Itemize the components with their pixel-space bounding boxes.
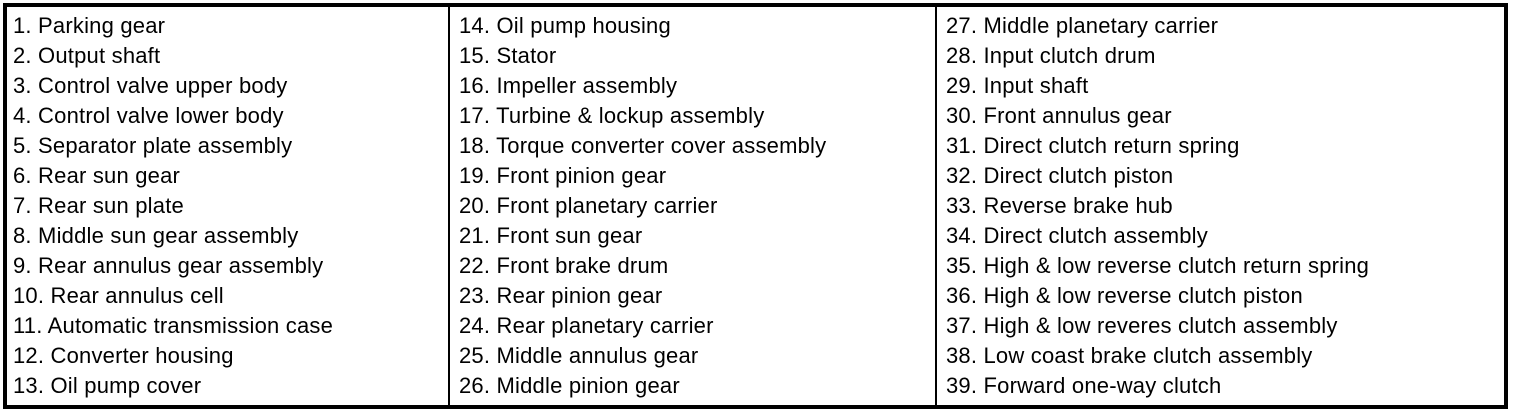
list-item: 15. Stator	[459, 43, 557, 68]
list-item: 13. Oil pump cover	[13, 373, 202, 398]
list-item: 38. Low coast brake clutch assembly	[946, 343, 1313, 368]
list-item: 33. Reverse brake hub	[946, 193, 1173, 218]
list-item: 1. Parking gear	[13, 13, 166, 38]
list-item: 34. Direct clutch assembly	[946, 223, 1208, 248]
list-item: 23. Rear pinion gear	[459, 283, 663, 308]
list-item: 21. Front sun gear	[459, 223, 643, 248]
list-item: 16. Impeller assembly	[459, 73, 678, 98]
legend-column-3: 27. Middle planetary carrier 28. Input c…	[937, 7, 1504, 405]
list-item: 9. Rear annulus gear assembly	[13, 253, 324, 278]
list-item: 2. Output shaft	[13, 43, 161, 68]
list-item: 36. High & low reverse clutch piston	[946, 283, 1303, 308]
list-item: 29. Input shaft	[946, 73, 1089, 98]
list-item: 18. Torque converter cover assembly	[459, 133, 827, 158]
list-item: 3. Control valve upper body	[13, 73, 288, 98]
list-item: 10. Rear annulus cell	[13, 283, 224, 308]
parts-legend-table: 1. Parking gear 2. Output shaft 3. Contr…	[3, 3, 1508, 409]
list-item: 39. Forward one-way clutch	[946, 373, 1222, 398]
list-item: 25. Middle annulus gear	[459, 343, 699, 368]
list-item: 7. Rear sun plate	[13, 193, 184, 218]
list-item: 4. Control valve lower body	[13, 103, 284, 128]
list-item: 32. Direct clutch piston	[946, 163, 1174, 188]
list-item: 31. Direct clutch return spring	[946, 133, 1240, 158]
list-item: 28. Input clutch drum	[946, 43, 1156, 68]
list-item: 30. Front annulus gear	[946, 103, 1172, 128]
list-item: 20. Front planetary carrier	[459, 193, 718, 218]
list-item: 35. High & low reverse clutch return spr…	[946, 253, 1370, 278]
list-item: 6. Rear sun gear	[13, 163, 181, 188]
list-item: 11. Automatic transmission case	[13, 313, 334, 338]
list-item: 24. Rear planetary carrier	[459, 313, 714, 338]
list-item: 22. Front brake drum	[459, 253, 669, 278]
legend-column-1: 1. Parking gear 2. Output shaft 3. Contr…	[7, 7, 450, 405]
list-item: 14. Oil pump housing	[459, 13, 671, 38]
list-item: 12. Converter housing	[13, 343, 234, 368]
list-item: 26. Middle pinion gear	[459, 373, 680, 398]
list-item: 17. Turbine & lockup assembly	[459, 103, 765, 128]
list-item: 27. Middle planetary carrier	[946, 13, 1219, 38]
list-item: 19. Front pinion gear	[459, 163, 667, 188]
list-item: 8. Middle sun gear assembly	[13, 223, 299, 248]
legend-column-2: 14. Oil pump housing 15. Stator 16. Impe…	[450, 7, 937, 405]
list-item: 5. Separator plate assembly	[13, 133, 293, 158]
list-item: 37. High & low reveres clutch assembly	[946, 313, 1338, 338]
